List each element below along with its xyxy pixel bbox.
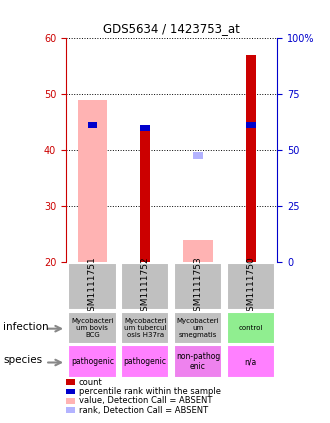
Text: Mycobacteri
um bovis
BCG: Mycobacteri um bovis BCG <box>71 318 114 338</box>
Bar <box>193 152 203 159</box>
Text: percentile rank within the sample: percentile rank within the sample <box>79 387 220 396</box>
Bar <box>246 122 255 128</box>
Text: infection: infection <box>3 321 49 332</box>
Text: Mycobacteri
um tubercul
osis H37ra: Mycobacteri um tubercul osis H37ra <box>124 318 167 338</box>
Bar <box>174 312 222 344</box>
Bar <box>121 312 170 344</box>
Bar <box>183 240 213 262</box>
Title: GDS5634 / 1423753_at: GDS5634 / 1423753_at <box>103 22 240 36</box>
Bar <box>68 346 117 378</box>
Text: count: count <box>79 378 102 387</box>
Text: Mycobacteri
um
smegmatis: Mycobacteri um smegmatis <box>177 318 219 338</box>
Bar <box>174 346 222 378</box>
Text: n/a: n/a <box>245 357 257 366</box>
Bar <box>226 312 275 344</box>
Text: GSM1111750: GSM1111750 <box>246 256 255 317</box>
Text: non-pathog
enic: non-pathog enic <box>176 352 220 371</box>
Bar <box>68 263 117 310</box>
Bar <box>226 346 275 378</box>
Bar <box>174 263 222 310</box>
Text: pathogenic: pathogenic <box>124 357 167 366</box>
Text: control: control <box>239 325 263 331</box>
Text: GSM1111753: GSM1111753 <box>193 256 203 317</box>
Text: pathogenic: pathogenic <box>71 357 114 366</box>
Text: species: species <box>3 355 43 365</box>
Bar <box>68 312 117 344</box>
Bar <box>226 263 275 310</box>
Bar <box>121 263 170 310</box>
Bar <box>141 128 150 262</box>
Text: rank, Detection Call = ABSENT: rank, Detection Call = ABSENT <box>79 406 208 415</box>
Text: GSM1111751: GSM1111751 <box>88 256 97 317</box>
Text: GSM1111752: GSM1111752 <box>141 256 150 317</box>
Bar <box>78 100 107 262</box>
Bar <box>141 125 150 131</box>
Text: value, Detection Call = ABSENT: value, Detection Call = ABSENT <box>79 396 212 405</box>
Bar <box>88 122 97 128</box>
Bar <box>246 55 255 262</box>
Bar <box>121 346 170 378</box>
